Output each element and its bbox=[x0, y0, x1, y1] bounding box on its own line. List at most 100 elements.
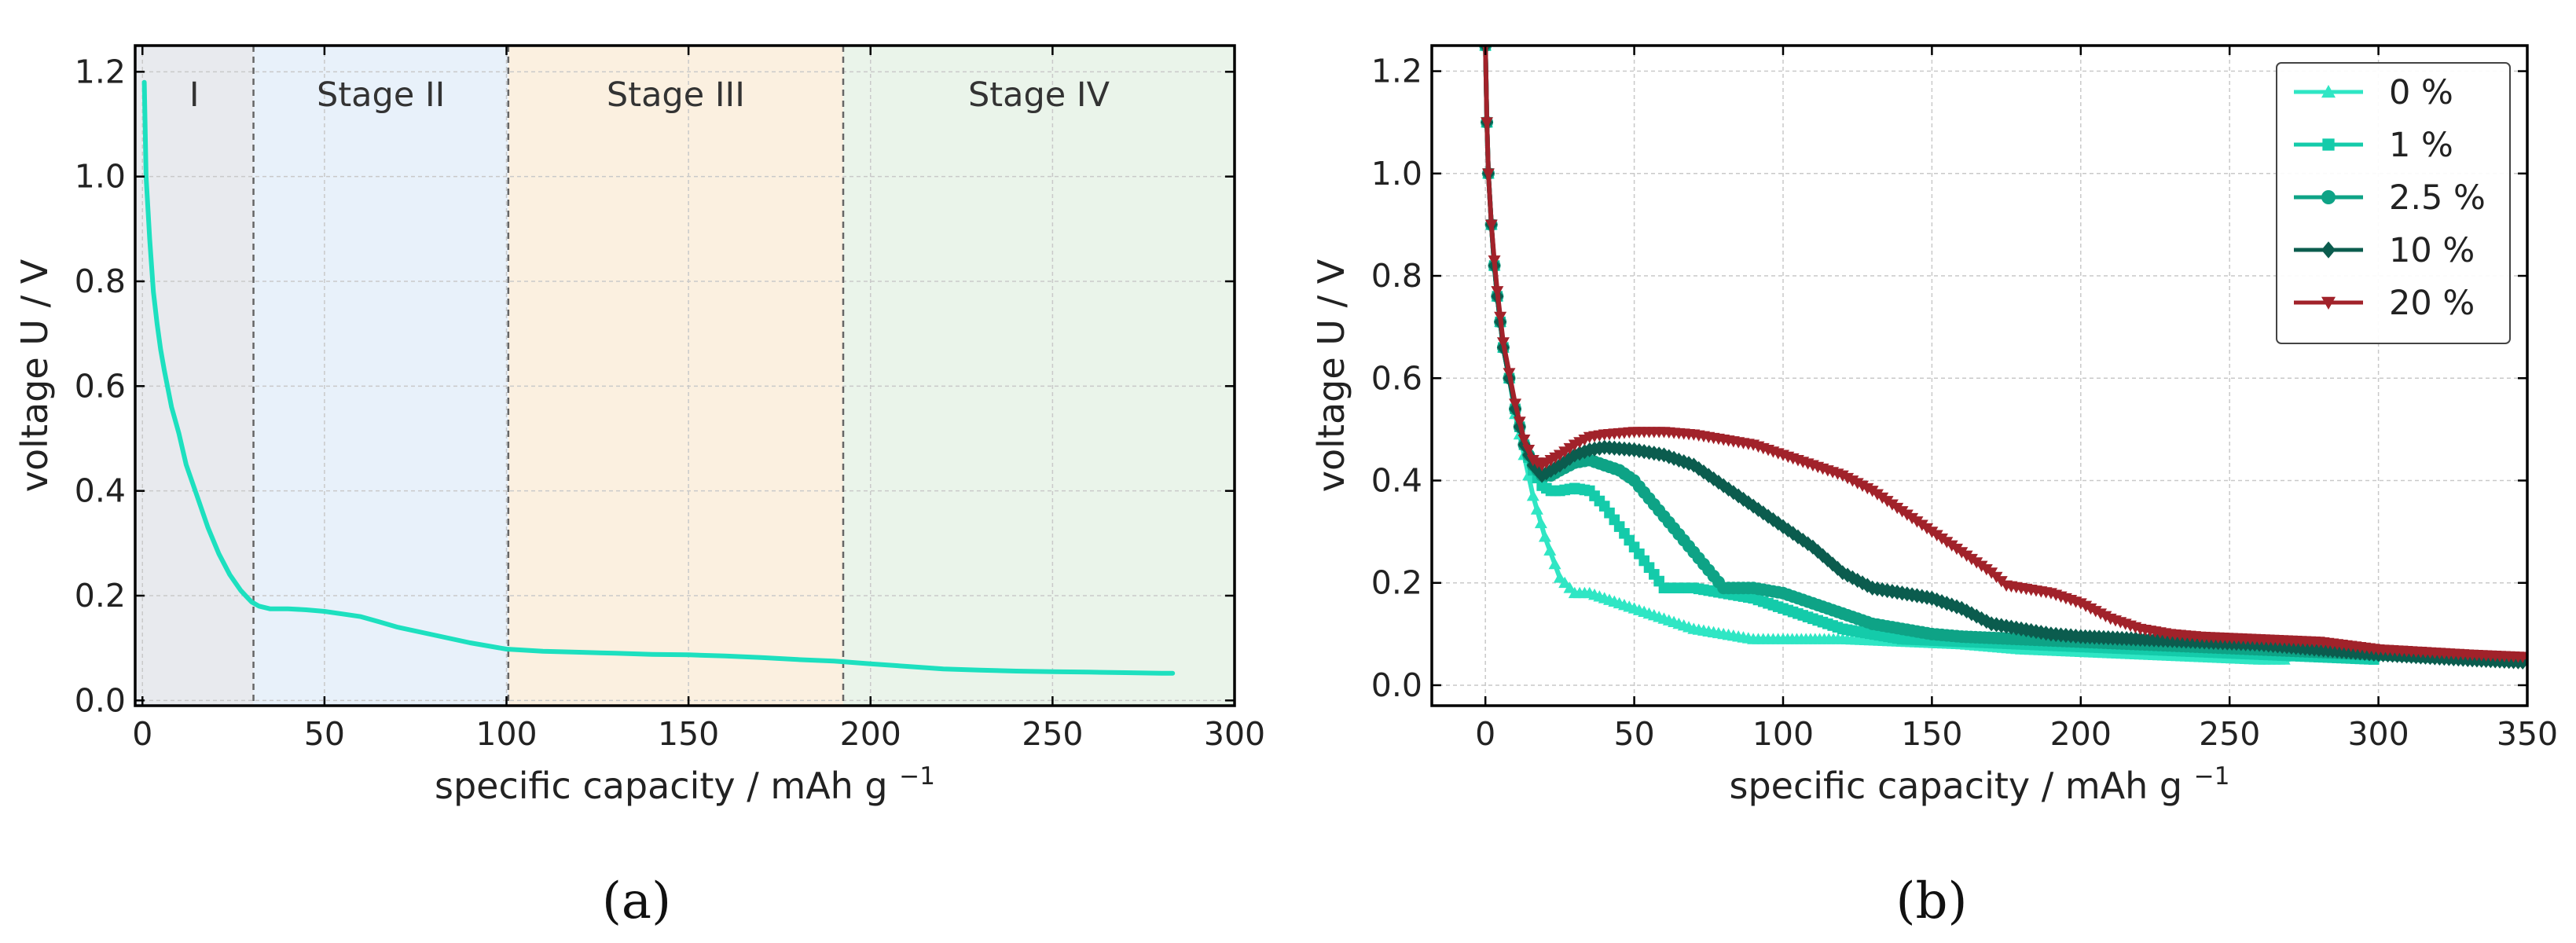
data-point bbox=[1955, 600, 1969, 616]
y-tick-label: 0.8 bbox=[75, 262, 126, 300]
x-axis-label-sup: −1 bbox=[899, 762, 935, 791]
series-line bbox=[141, 79, 1176, 676]
data-point bbox=[2516, 651, 2527, 663]
data-point bbox=[1538, 530, 1551, 542]
data-point bbox=[1668, 450, 1681, 466]
x-tick-label: 200 bbox=[2050, 715, 2112, 753]
data-point bbox=[1831, 560, 1844, 576]
data-point bbox=[1484, 219, 1498, 231]
legend-item: 10 % bbox=[2294, 231, 2475, 270]
y-tick-label: 1.2 bbox=[75, 53, 126, 90]
x-tick-label: 150 bbox=[1901, 715, 1962, 753]
x-tick-label: 250 bbox=[1022, 715, 1083, 753]
legend-marker bbox=[2321, 296, 2336, 310]
data-point bbox=[1851, 572, 1864, 589]
data-point bbox=[1558, 454, 1572, 470]
data-point bbox=[1796, 532, 1810, 549]
x-axis-label: specific capacity / mAh g −1 bbox=[435, 762, 935, 807]
region-label: Stage II bbox=[317, 75, 445, 115]
data-point bbox=[1692, 460, 1705, 476]
legend-marker bbox=[2321, 85, 2336, 98]
y-axis-label: voltage U / V bbox=[13, 259, 56, 492]
data-point bbox=[1578, 443, 1591, 460]
x-tick-label: 300 bbox=[1204, 715, 1265, 753]
legend-label: 20 % bbox=[2389, 284, 2475, 323]
x-tick-label: 50 bbox=[304, 715, 345, 753]
x-tick-label: 0 bbox=[132, 715, 152, 753]
legend-marker bbox=[2321, 241, 2336, 259]
data-point bbox=[1494, 311, 1507, 324]
data-point bbox=[1707, 471, 1720, 486]
data-point bbox=[1481, 168, 1495, 180]
legend-label: 10 % bbox=[2389, 231, 2475, 270]
data-point bbox=[1539, 465, 1553, 481]
legend-item: 1 % bbox=[2294, 126, 2453, 165]
data-point bbox=[1930, 592, 1943, 608]
data-point bbox=[1950, 599, 1963, 615]
x-tick-label: 250 bbox=[2199, 715, 2260, 753]
legend-label: 0 % bbox=[2389, 73, 2453, 112]
series-0- bbox=[1479, 46, 2292, 665]
series-1- bbox=[1480, 46, 2381, 665]
panel-label-b: (b) bbox=[1896, 872, 1968, 930]
data-point bbox=[1503, 368, 1516, 380]
y-tick-label: 0.4 bbox=[75, 472, 126, 510]
y-tick-label: 0.0 bbox=[75, 681, 126, 719]
legend-label: 2.5 % bbox=[2389, 178, 2486, 218]
data-point bbox=[1509, 398, 1522, 410]
data-point bbox=[1662, 449, 1675, 464]
data-point bbox=[1513, 416, 1526, 428]
plot-frame bbox=[1430, 44, 2529, 707]
x-tick-label: 100 bbox=[475, 715, 537, 753]
y-tick-label: 0.6 bbox=[1371, 359, 1422, 397]
data-point bbox=[1530, 503, 1543, 515]
chart-b: 0 50 100 150 200 250 300 350 0.0 0.2 0.4 0.6 0.8 1.0 1… bbox=[1310, 44, 2558, 807]
data-point bbox=[1767, 512, 1780, 528]
y-tick-label: 0.8 bbox=[1371, 257, 1422, 295]
plot-frame bbox=[134, 44, 1236, 707]
data-point bbox=[1526, 490, 1539, 501]
y-tick-label: 1.0 bbox=[1371, 155, 1422, 193]
data-point bbox=[1782, 522, 1795, 538]
data-point bbox=[1925, 590, 1939, 606]
y-tick-label: 1.2 bbox=[1371, 53, 1422, 90]
y-tick-label: 0.4 bbox=[1371, 461, 1422, 499]
data-point bbox=[1821, 552, 1834, 568]
legend-label: 1 % bbox=[2389, 126, 2453, 165]
data-point bbox=[1534, 516, 1547, 529]
data-point bbox=[1722, 481, 1735, 497]
region-3 bbox=[508, 46, 844, 706]
legend-frame bbox=[2276, 62, 2511, 344]
legend-marker bbox=[2322, 138, 2335, 151]
region-2 bbox=[253, 46, 508, 706]
legend-item: 0 % bbox=[2294, 73, 2453, 112]
x-axis-label: specific capacity / mAh g −1 bbox=[1730, 762, 2230, 807]
data-point bbox=[1488, 255, 1501, 267]
legend: 0 % 1 % 2.5 % 10 % 20 % bbox=[2276, 62, 2511, 344]
data-point bbox=[1752, 501, 1765, 517]
y-tick-label: 1.0 bbox=[75, 158, 126, 196]
x-tick-label: 150 bbox=[658, 715, 719, 753]
data-point bbox=[1846, 570, 1859, 585]
series-20- bbox=[1481, 46, 2527, 663]
y-tick-label: 0.2 bbox=[1371, 564, 1422, 602]
data-point bbox=[1672, 452, 1686, 468]
data-point bbox=[1791, 529, 1804, 545]
legend-item: 20 % bbox=[2294, 284, 2475, 323]
data-point bbox=[1548, 557, 1561, 570]
data-point bbox=[1573, 446, 1587, 461]
data-point bbox=[1737, 491, 1750, 507]
y-tick-label: 0.2 bbox=[75, 577, 126, 615]
y-tick-label: 0.6 bbox=[75, 367, 126, 405]
x-axis-label-sup: −1 bbox=[2194, 762, 2230, 791]
data-point bbox=[1481, 117, 1494, 129]
data-point bbox=[1522, 445, 1536, 457]
region-label: I bbox=[189, 75, 200, 115]
chart-a: I Stage II Stage III Stage IV 0 50 100 150 200 25… bbox=[13, 44, 1265, 807]
region-label: Stage III bbox=[607, 75, 745, 115]
x-tick-label: 350 bbox=[2497, 715, 2558, 753]
y-axis-label: voltage U / V bbox=[1310, 259, 1352, 492]
region-1 bbox=[135, 46, 254, 706]
series-curve bbox=[141, 79, 1176, 676]
